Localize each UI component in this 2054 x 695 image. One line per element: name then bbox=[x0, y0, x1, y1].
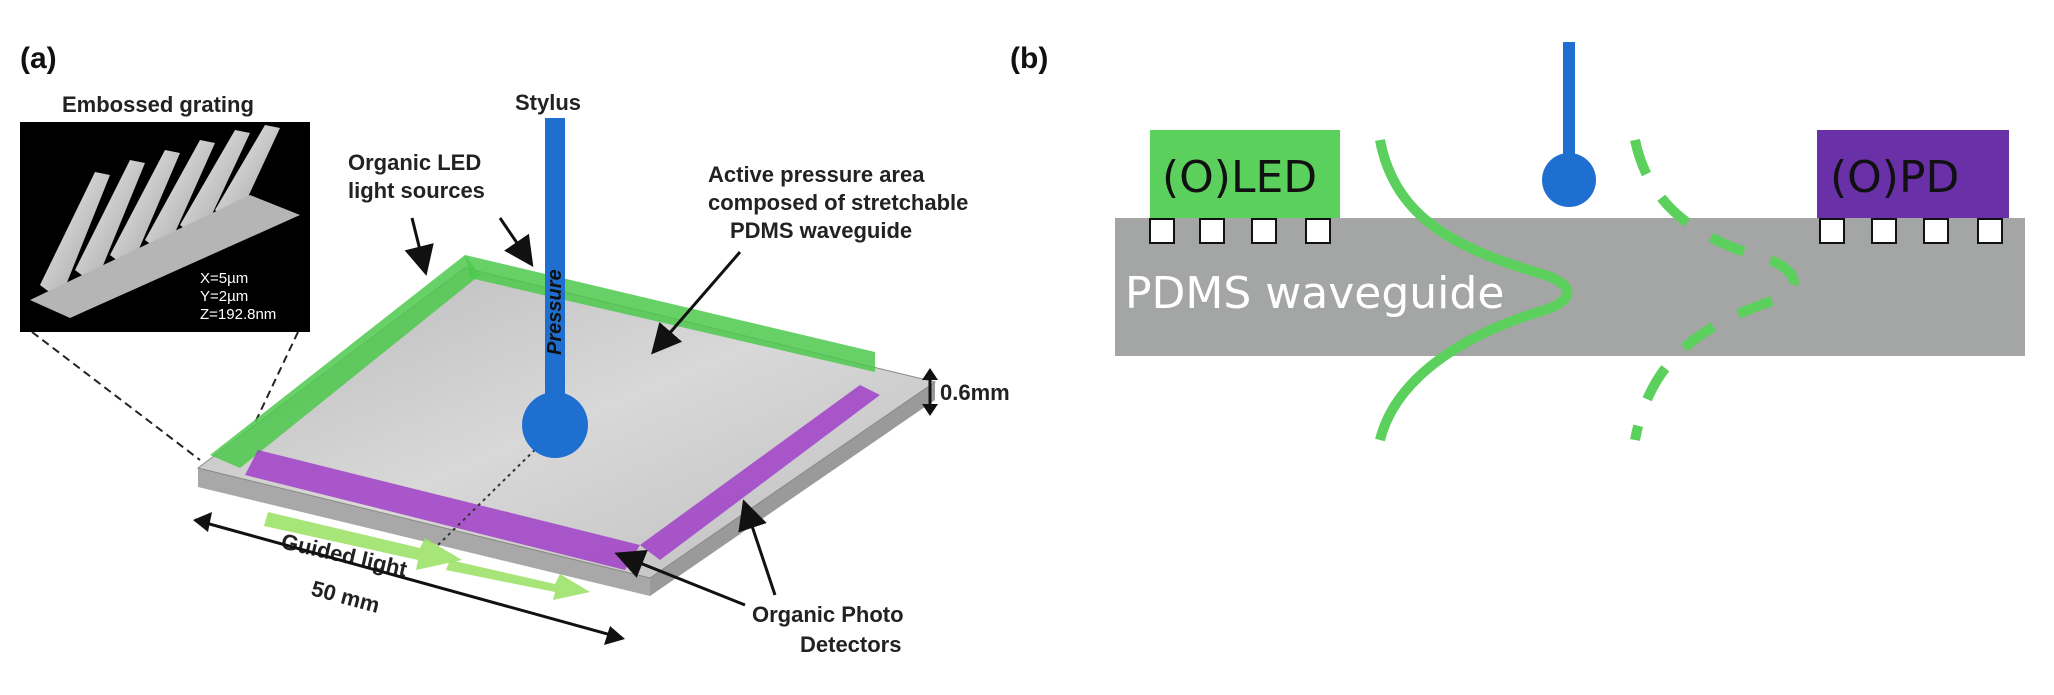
pressure-label: Pressure bbox=[544, 269, 566, 355]
opd-block bbox=[1817, 130, 2009, 218]
guided-light-arrow-2 bbox=[446, 560, 590, 600]
inset-param-y: Y=2µm bbox=[200, 288, 248, 305]
pd-label-line1: Organic Photo bbox=[752, 602, 904, 627]
inset-param-x: X=5µm bbox=[200, 270, 248, 287]
pd-arrow-2 bbox=[738, 499, 777, 596]
panel-a: (a) Embossed grating X=5µm Y=2µm Z=192.8… bbox=[20, 42, 1010, 657]
inset-grating: Embossed grating X=5µm Y=2µm Z=192.8nm bbox=[20, 92, 310, 466]
oled-label-line1: Organic LED bbox=[348, 150, 481, 175]
stylus-tip bbox=[522, 392, 588, 458]
stylus-shaft bbox=[545, 118, 565, 423]
guided-light-arrow bbox=[264, 512, 462, 570]
stylus-shaft-b bbox=[1563, 42, 1575, 167]
active-area-arrow bbox=[651, 251, 742, 355]
inset-leader-left bbox=[31, 331, 201, 461]
grating-ridges bbox=[30, 125, 300, 318]
pd-arrow-1 bbox=[614, 549, 746, 607]
inset-param-z: Z=192.8nm bbox=[200, 306, 276, 323]
oled-label-line2: light sources bbox=[348, 178, 485, 203]
light-profile-solid bbox=[1375, 139, 1573, 442]
oled-label: (O)LED bbox=[1162, 152, 1317, 203]
waveguide-label: PDMS waveguide bbox=[1125, 268, 1504, 319]
led-grating bbox=[1149, 218, 1331, 244]
thickness-label: 0.6mm bbox=[940, 380, 1010, 405]
width-label: 50 mm bbox=[309, 576, 383, 618]
panel-b: (b) PDMS waveguide (O)LED (O)PD bbox=[1010, 42, 2025, 442]
pd-label-line2: Detectors bbox=[800, 632, 901, 657]
oled-arrow-2 bbox=[498, 217, 534, 267]
pd-grating bbox=[1819, 218, 2003, 244]
inset-title: Embossed grating bbox=[62, 92, 254, 117]
stylus-label: Stylus bbox=[515, 90, 581, 115]
oled-strip-left bbox=[210, 255, 480, 468]
pd-strip-right bbox=[640, 385, 880, 560]
substrate-right-face bbox=[650, 382, 935, 596]
active-area-line2: composed of stretchable bbox=[708, 190, 968, 215]
stylus: Pressure Stylus bbox=[515, 90, 588, 458]
light-profile-dashed bbox=[1630, 138, 1799, 441]
oled-block bbox=[1150, 130, 1340, 218]
stylus-tip-b bbox=[1542, 153, 1596, 207]
active-area-line1: Active pressure area bbox=[708, 162, 925, 187]
oled-strip-back bbox=[465, 255, 875, 372]
active-area-line3: PDMS waveguide bbox=[730, 218, 912, 243]
oled-arrow-1 bbox=[404, 217, 434, 276]
panel-b-label: (b) bbox=[1010, 42, 1048, 75]
opd-label: (O)PD bbox=[1830, 152, 1959, 203]
panel-a-label: (a) bbox=[20, 42, 57, 75]
pd-strip-front bbox=[245, 450, 640, 570]
substrate-front-face bbox=[198, 468, 650, 596]
width-arrow-line bbox=[194, 518, 623, 640]
